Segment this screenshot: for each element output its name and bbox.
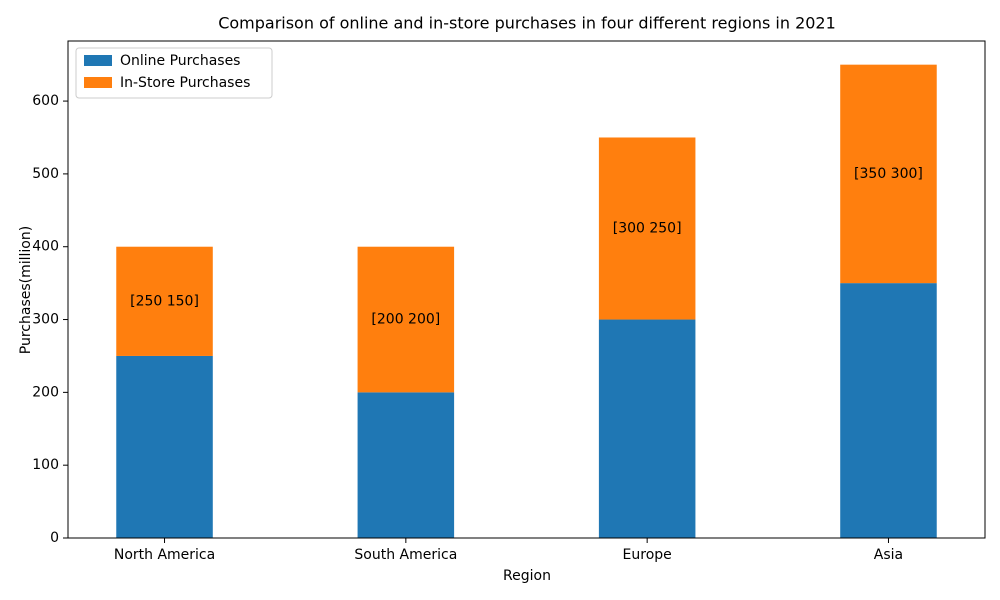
y-tick-label: 600 bbox=[32, 93, 59, 109]
bar-segment bbox=[357, 392, 455, 538]
x-tick-label: South America bbox=[354, 547, 457, 563]
x-tick-label: Europe bbox=[623, 547, 672, 563]
x-tick-label: Asia bbox=[874, 547, 903, 563]
legend-label: Online Purchases bbox=[120, 53, 240, 69]
legend-swatch bbox=[84, 77, 112, 88]
bar-annotation: [200 200] bbox=[371, 312, 440, 328]
legend-label: In-Store Purchases bbox=[120, 75, 250, 91]
y-tick-label: 400 bbox=[32, 239, 59, 255]
x-tick-label: North America bbox=[114, 547, 215, 563]
x-axis-label: Region bbox=[503, 568, 551, 584]
y-tick-label: 100 bbox=[32, 457, 59, 473]
bar-segment bbox=[116, 355, 213, 538]
y-tick-label: 300 bbox=[32, 312, 59, 328]
legend-box bbox=[75, 47, 273, 99]
y-tick-label: 500 bbox=[32, 166, 59, 182]
bar-segment bbox=[357, 246, 455, 393]
chart-title: Comparison of online and in-store purcha… bbox=[218, 14, 836, 33]
bar-segment bbox=[598, 319, 696, 538]
bar-segment bbox=[116, 246, 213, 356]
bar-annotation: [300 250] bbox=[613, 221, 682, 237]
y-axis-label: Purchases(million) bbox=[18, 226, 34, 354]
bar-annotation: [350 300] bbox=[854, 166, 923, 182]
y-tick-label: 200 bbox=[32, 384, 59, 400]
bar-segment bbox=[840, 283, 937, 538]
y-tick-label: 0 bbox=[50, 530, 59, 546]
legend-swatch bbox=[84, 55, 112, 66]
bar-segment bbox=[840, 64, 937, 284]
bar-annotation: [250 150] bbox=[130, 293, 199, 309]
bar-segment bbox=[598, 137, 696, 320]
plot-frame bbox=[67, 40, 986, 539]
